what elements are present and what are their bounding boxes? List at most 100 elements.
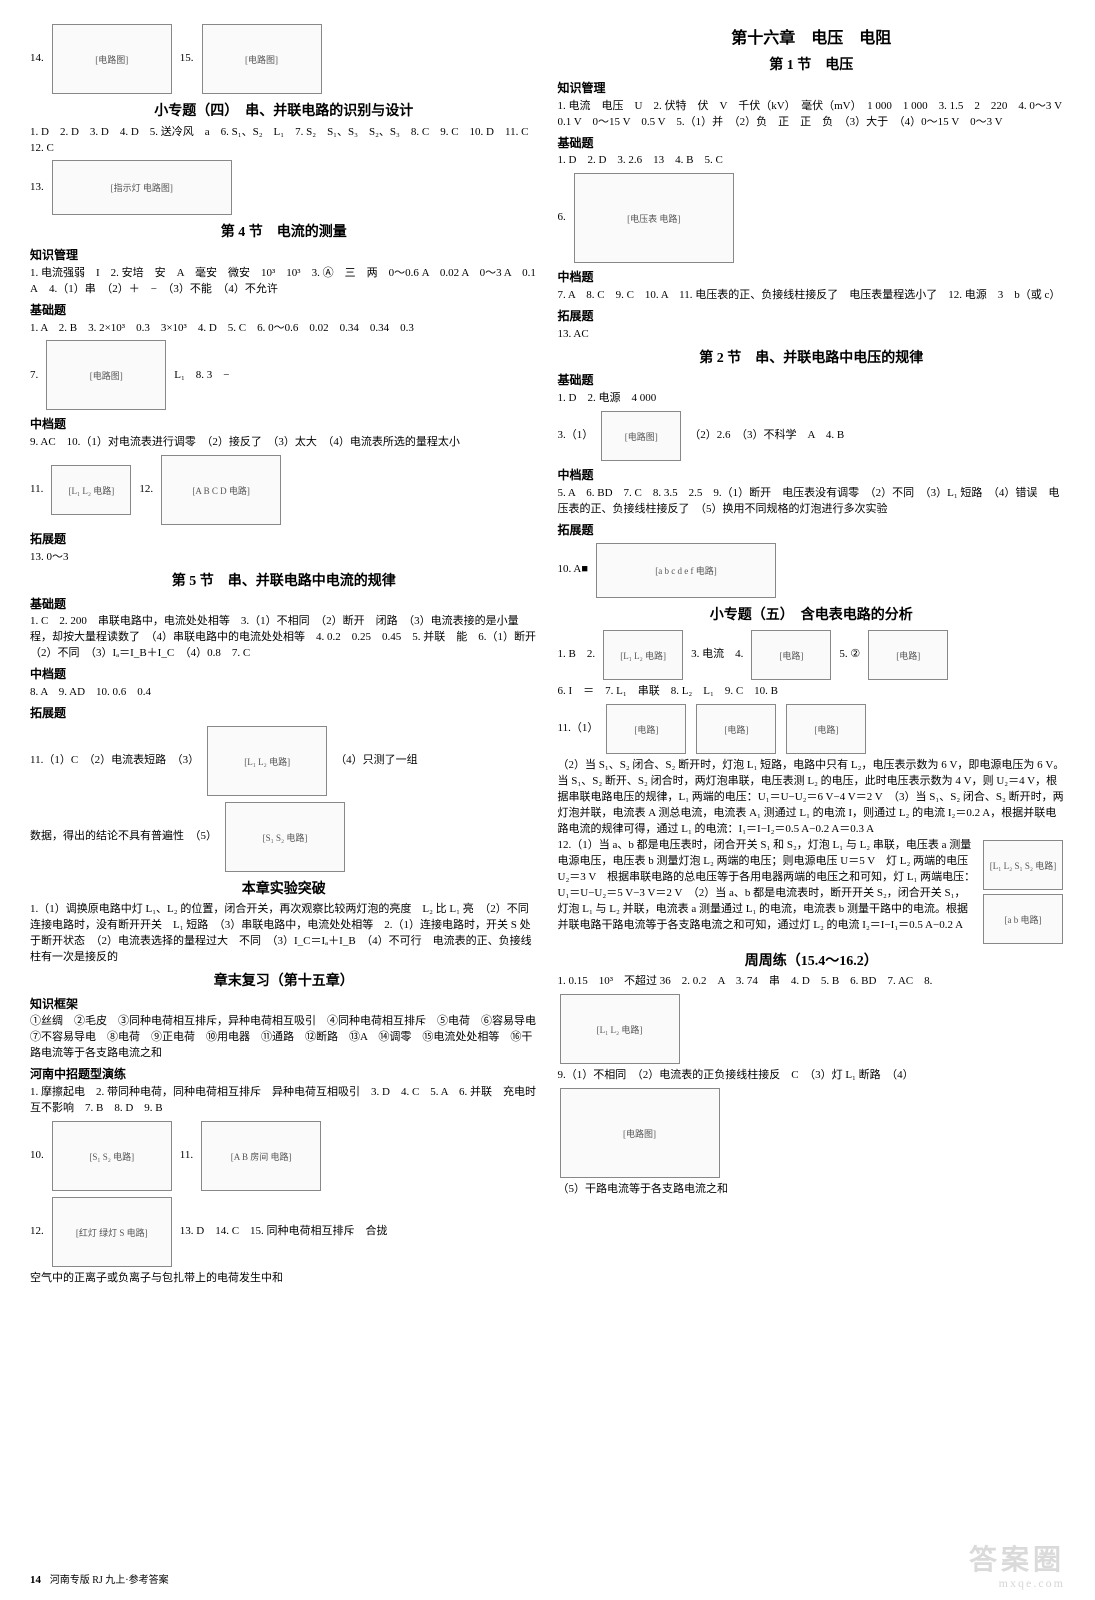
diagram-rev-12: [红灯 绿灯 S 电路]	[52, 1197, 172, 1267]
sec4-title: 第 4 节 电流的测量	[30, 223, 538, 243]
week-9: 9.（1）不相同 （2）电流表的正负接线柱接反 C （3）灯 L₁ 断路 （4）	[558, 1068, 1066, 1084]
sec2-q10: 10. A■	[558, 562, 588, 578]
frame-label: 知识框架	[30, 996, 538, 1013]
review-q11: 11.	[180, 1148, 193, 1164]
review-frame: ①丝绸 ②毛皮 ③同种电荷相互排斥，异种电荷相互吸引 ④同种电荷相互排斥 ⑤电荷…	[30, 1014, 538, 1062]
sec1-ext: 13. AC	[558, 327, 1066, 343]
exp-title: 本章实验突破	[30, 880, 538, 900]
diagram-r2-10: [a b c d e f 电路]	[596, 543, 776, 598]
mid-label-1: 中档题	[30, 416, 538, 433]
sec1-know: 1. 电流 电压 U 2. 伏特 伏 V 千伏（kV） 毫伏（mV） 1 000…	[558, 99, 1066, 131]
sec2-base: 1. D 2. 电源 4 000	[558, 391, 1066, 407]
ext-label-r1: 拓展题	[558, 308, 1066, 325]
week-tail: （5）干路电流等于各支路电流之和	[558, 1182, 1066, 1198]
diagram-t5-11a: [电路]	[606, 704, 686, 754]
sec5-base: 1. C 2. 200 串联电路中，电流处处相等 3.（1）不相同 （2）断开 …	[30, 614, 538, 662]
topic5-title: 小专题（五） 含电表电路的分析	[558, 606, 1066, 626]
sec5-title: 第 5 节 串、并联电路中电流的规律	[30, 572, 538, 592]
diagram-r2-3: [电路图]	[601, 411, 681, 461]
review-q12: 12.	[30, 1224, 44, 1240]
diagram-r1-6: [电压表 电路]	[574, 173, 734, 263]
base-label-2: 基础题	[30, 596, 538, 613]
q15-label: 15.	[180, 51, 194, 67]
q13-label: 13.	[30, 180, 44, 196]
q14-label: 14.	[30, 51, 44, 67]
topic5-11-text: （2）当 S₁、S₂ 闭合、S₂ 断开时，灯泡 L₁ 短路，电路中只有 L₂，电…	[558, 758, 1066, 838]
know-label-r1: 知识管理	[558, 80, 1066, 97]
diagram-q13: [指示灯 电路图]	[52, 160, 232, 215]
sec4-mid: 9. AC 10.（1）对电流表进行调零 （2）接反了 （3）太大 （4）电流表…	[30, 435, 538, 451]
sec5-q11: 11.（1）C （2）电流表短路 （3）	[30, 753, 199, 769]
topic4-title: 小专题（四） 串、并联电路的识别与设计	[30, 102, 538, 122]
sec1-q6: 6.	[558, 210, 566, 226]
sec1-base: 1. D 2. D 3. 2.6 13 4. B 5. C	[558, 153, 1066, 169]
base-label-r1: 基础题	[558, 135, 1066, 152]
q14-15-row: 14. [电路图] 15. [电路图]	[30, 22, 538, 96]
sec4-ext: 13. 0～3	[30, 550, 538, 566]
diagram-t5-12b: [a b 电路]	[983, 894, 1063, 944]
sec5-mid: 8. A 9. AD 10. 0.6 0.4	[30, 685, 538, 701]
diagram-t5-4: [电路]	[751, 630, 831, 680]
diagram-s5-11b: [S₁ S₂ 电路]	[225, 802, 345, 872]
diagram-t5-5: [电路]	[868, 630, 948, 680]
review-title: 章末复习（第十五章）	[30, 972, 538, 992]
exp-text: 1.（1）调换原电路中灯 L₁、L₂ 的位置，闭合开关，再次观察比较两灯泡的亮度…	[30, 902, 538, 966]
ch16-title: 第十六章 电压 电阻	[558, 28, 1066, 50]
sec5-q11b: （4）只测了一组	[335, 753, 418, 769]
sec1-mid: 7. A 8. C 9. C 10. A 11. 电压表的正、负接线柱接反了 电…	[558, 288, 1066, 304]
diagram-rev-10a: [S₁ S₂ 电路]	[52, 1121, 172, 1191]
sec2-title: 第 2 节 串、并联电路中电压的规律	[558, 349, 1066, 369]
diagram-wk-8: [L₁ L₂ 电路]	[560, 994, 680, 1064]
topic4-answers: 1. D 2. D 3. D 4. D 5. 送冷风 a 6. S₁、S₂ L₁…	[30, 125, 538, 157]
diagram-s4-12: [A B C D 电路]	[161, 455, 281, 525]
ext-label-1: 拓展题	[30, 531, 538, 548]
mid-label-2: 中档题	[30, 666, 538, 683]
diagram-s4-7: [电路图]	[46, 340, 166, 410]
sec4-base: 1. A 2. B 3. 2×10³ 0.3 3×10³ 4. D 5. C 6…	[30, 321, 538, 337]
sec4-q7-text: L₁ 8. 3 −	[174, 368, 229, 384]
mid-label-r1: 中档题	[558, 269, 1066, 286]
footer-note: 河南专版 RJ 九上·参考答案	[50, 1575, 169, 1586]
diagram-q15: [电路图]	[202, 24, 322, 94]
page-number: 14	[30, 1574, 41, 1586]
diagram-t5-12a: [L₁ L₂ S₁ S₂ 电路]	[983, 840, 1063, 890]
topic5-q11: 11.（1）	[558, 721, 599, 737]
sec4-q12: 12.	[139, 482, 153, 498]
sec4-know: 1. 电流强弱 I 2. 安培 安 A 毫安 微安 10³ 10³ 3. Ⓐ 三…	[30, 266, 538, 298]
topic5-c: 5. ②	[839, 647, 860, 663]
ext-label-r2: 拓展题	[558, 522, 1066, 539]
mid-label-r2: 中档题	[558, 467, 1066, 484]
diagram-rev-11: [A B 房间 电路]	[201, 1121, 321, 1191]
base-label-1: 基础题	[30, 302, 538, 319]
diagram-s4-11: [L₁ L₂ 电路]	[51, 465, 131, 515]
week-a: 1. 0.15 10³ 不超过 36 2. 0.2 A 3. 74 串 4. D…	[558, 974, 1066, 990]
watermark: 答案圈	[969, 1541, 1065, 1580]
right-column: 第十六章 电压 电阻 第 1 节 电压 知识管理 1. 电流 电压 U 2. 伏…	[558, 20, 1066, 1287]
sec2-q3: 3.（1）	[558, 428, 594, 444]
diagram-q14: [电路图]	[52, 24, 172, 94]
review-q10: 10.	[30, 1148, 44, 1164]
sec5-conc: 数据，得出的结论不具有普遍性 （5）	[30, 829, 217, 845]
topic5-b: 3. 电流 4.	[691, 647, 743, 663]
henan-label: 河南中招题型演练	[30, 1066, 538, 1083]
week-title: 周周练（15.4～16.2）	[558, 952, 1066, 972]
ext-label-2: 拓展题	[30, 705, 538, 722]
review-tail: 空气中的正离子或负离子与包扎带上的电荷发生中和	[30, 1271, 538, 1287]
page-footer: 14 河南专版 RJ 九上·参考答案	[30, 1573, 169, 1588]
topic5-a: 1. B 2.	[558, 647, 596, 663]
review-ans: 1. 摩擦起电 2. 带同种电荷，同种电荷相互排斥 异种电荷互相吸引 3. D …	[30, 1085, 538, 1117]
sec4-q11: 11.	[30, 482, 43, 498]
left-column: 14. [电路图] 15. [电路图] 小专题（四） 串、并联电路的识别与设计 …	[30, 20, 538, 1287]
ch16-sec1: 第 1 节 电压	[558, 56, 1066, 76]
topic5-row2: 6. I ＝ 7. L₁ 串联 8. L₂ L₁ 9. C 10. B	[558, 684, 1066, 700]
diagram-wk-9: [电路图]	[560, 1088, 720, 1178]
base-label-r2: 基础题	[558, 372, 1066, 389]
sec2-mid: 5. A 6. BD 7. C 8. 3.5 2.5 9.（1）断开 电压表没有…	[558, 486, 1066, 518]
diagram-t5-11b: [电路]	[696, 704, 776, 754]
topic5-q12: 12.（1）当 a、b 都是电压表时，闭合开关 S₁ 和 S₂，灯泡 L₁ 与 …	[558, 838, 976, 934]
diagram-s5-11: [L₁ L₂ 电路]	[207, 726, 327, 796]
know-label-1: 知识管理	[30, 247, 538, 264]
watermark-url: mxqe.com	[999, 1575, 1065, 1592]
sec2-q3b: （2）2.6 （3）不科学 A 4. B	[689, 428, 844, 444]
diagram-t5-11c: [电路]	[786, 704, 866, 754]
